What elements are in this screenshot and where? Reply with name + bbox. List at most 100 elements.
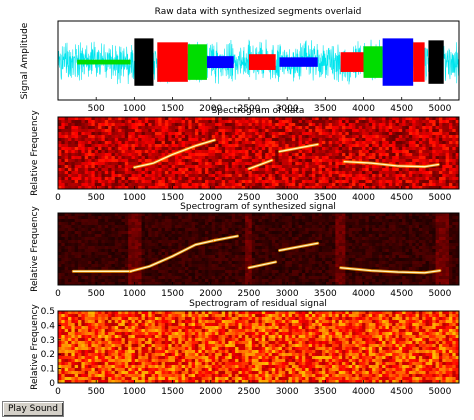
spectrogram-cell <box>265 183 269 187</box>
spectrogram-cell <box>118 279 122 283</box>
spectrogram-cell <box>208 144 213 148</box>
spectrogram-cell <box>111 213 116 217</box>
spectrogram-cell <box>88 264 92 268</box>
spectrogram-cell <box>251 129 256 133</box>
spectrogram-cell <box>201 252 206 256</box>
spectrogram-cell <box>321 129 326 133</box>
spectrogram-cell <box>425 141 430 145</box>
spectrogram-cell <box>68 282 72 285</box>
spectrogram-cell <box>88 261 92 265</box>
spectrogram-cell <box>225 174 229 178</box>
spectrogram-cell <box>368 120 373 124</box>
spectrogram-cell <box>184 282 189 285</box>
spectrogram-cell <box>415 186 420 189</box>
spectrogram-cell <box>315 183 320 187</box>
spectrogram-cell <box>268 165 273 169</box>
spectrogram-cell <box>412 141 416 145</box>
spectrogram-cell <box>154 213 159 217</box>
spectrogram-cell <box>261 159 266 163</box>
spectrogram-cell <box>328 153 333 157</box>
spectrogram-cell <box>201 234 206 238</box>
spectrogram-cell <box>94 243 99 247</box>
spectrogram-cell <box>78 222 82 226</box>
spectrogram-cell <box>198 156 203 160</box>
spectrogram-cell <box>211 228 216 232</box>
spectrogram-cell <box>432 129 437 133</box>
spectrogram-cell <box>298 174 303 178</box>
spectrogram-cell <box>151 273 156 277</box>
spectrogram-cell <box>315 141 320 145</box>
spectrogram-cell <box>408 120 413 124</box>
spectrogram-cell <box>332 120 336 124</box>
spectrogram-cell <box>268 117 273 121</box>
spectrogram-cell <box>188 243 193 247</box>
spectrogram-cell <box>291 240 296 244</box>
spectrogram-cell <box>154 183 159 187</box>
spectrogram-cell <box>261 270 266 274</box>
spectrogram-cell <box>218 135 223 139</box>
spectrogram-cell <box>258 135 263 139</box>
spectrogram-cell <box>241 156 246 160</box>
spectrogram-cell <box>68 117 72 121</box>
spectrogram-cell <box>448 180 453 184</box>
spectrogram-cell <box>84 258 89 262</box>
spectrogram-cell <box>104 159 109 163</box>
spectrogram-cell <box>305 231 310 235</box>
spectrogram-cell <box>58 120 62 124</box>
spectrogram-cell <box>335 240 340 244</box>
spectrogram-cell <box>315 156 320 160</box>
spectrogram-cell <box>221 264 226 268</box>
spectrogram-cell <box>368 174 373 178</box>
spectrogram-cell <box>215 279 219 283</box>
spectrogram-cell <box>432 150 437 154</box>
spectrogram-cell <box>68 237 72 241</box>
spectrogram-cell <box>151 222 156 226</box>
spectrogram-cell <box>151 276 156 280</box>
spectrogram-cell <box>98 180 102 184</box>
spectrogram-cell <box>184 135 189 139</box>
spectrogram-cell <box>365 153 370 157</box>
spectrogram-cell <box>88 258 92 262</box>
spectrogram-cell <box>405 123 410 127</box>
spectrogram-cell <box>108 246 112 250</box>
frequency-track <box>248 159 273 170</box>
spectrogram-cell <box>171 234 176 238</box>
spectrogram-cell <box>261 279 266 283</box>
spectrogram-cell <box>195 138 199 142</box>
spectrogram-cell <box>215 174 219 178</box>
spectrogram-cell <box>228 249 233 253</box>
spectrogram-cell <box>181 123 186 127</box>
spectrogram-cell <box>395 156 400 160</box>
spectrogram-cell <box>191 219 196 223</box>
spectrogram-cell <box>258 186 263 189</box>
spectrogram-cell <box>325 243 330 247</box>
spectrogram-cell <box>211 225 216 229</box>
spectrogram-cell <box>305 246 310 250</box>
spectrogram-cell <box>278 261 283 265</box>
spectrogram-cell <box>225 171 229 175</box>
spectrogram-cell <box>288 153 293 157</box>
frequency-track <box>343 160 440 168</box>
plot-area <box>58 213 459 285</box>
spectrogram-cell <box>205 147 209 151</box>
spectrogram-cell <box>94 255 99 259</box>
spectrogram-cell <box>408 135 413 139</box>
spectrogram-cell <box>164 273 169 277</box>
spectrogram-cell <box>325 258 330 262</box>
spectrogram-cell <box>328 216 333 220</box>
spectrogram-cell <box>215 276 219 280</box>
raw-data-panel: Raw data with synthesized segments overl… <box>20 7 460 114</box>
spectrogram-cell <box>64 282 69 285</box>
spectrogram-cell <box>288 168 293 172</box>
spectrogram-cell <box>154 117 159 121</box>
spectrogram-cell <box>78 219 82 223</box>
spectrogram-cell <box>118 225 122 229</box>
spectrogram-cell <box>422 120 426 124</box>
spectrogram-cell <box>91 282 96 285</box>
spectrogram-cell <box>228 243 233 247</box>
spectrogram-cell <box>328 279 333 283</box>
spectrogram-cell <box>58 135 62 139</box>
spectrogram-cell <box>235 129 239 133</box>
spectrogram-cell <box>205 252 209 256</box>
spectrogram-cell <box>58 225 62 229</box>
